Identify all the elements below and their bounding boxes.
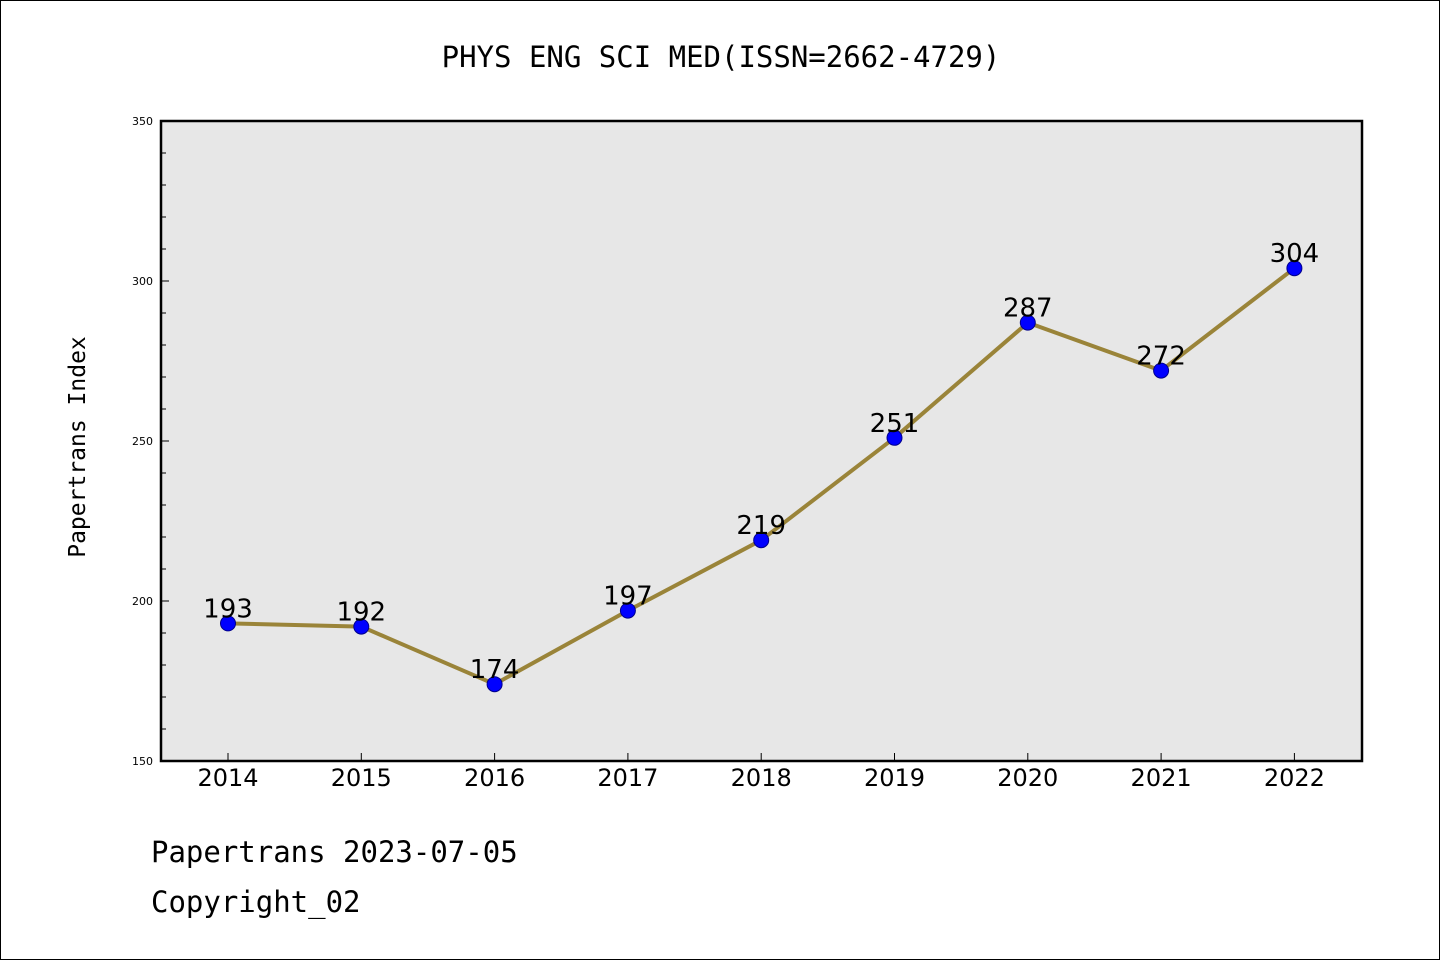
data-point [619, 602, 636, 619]
y-tick-label: 200 [132, 595, 153, 608]
data-label: 272 [1136, 342, 1186, 372]
data-labels: 193 192 174 197 219 251 287 272 304 [203, 239, 1319, 685]
data-label: 197 [603, 582, 653, 612]
data-point [1286, 260, 1303, 277]
y-tick-label: 350 [132, 115, 153, 128]
data-point [753, 532, 770, 549]
y-tick-label: 250 [132, 435, 153, 448]
chart-title: PHYS ENG SCI MED(ISSN=2662-4729) [442, 40, 1001, 74]
y-tick-label: 300 [132, 275, 153, 288]
data-label: 304 [1270, 239, 1320, 269]
data-label: 193 [203, 594, 253, 624]
y-axis-label: Papertrans Index [65, 336, 91, 558]
x-tick-label: 2020 [997, 764, 1058, 792]
data-markers [220, 260, 1303, 693]
x-axis-ticks: 2014 2015 2016 2017 2018 2019 2020 2021 2022 [197, 753, 1325, 792]
x-tick-label: 2022 [1264, 764, 1325, 792]
x-tick-label: 2018 [731, 764, 792, 792]
data-label: 219 [736, 511, 786, 541]
plot-border [159, 119, 1364, 763]
x-tick-label: 2014 [197, 764, 258, 792]
data-label: 192 [336, 598, 386, 628]
data-label: 287 [1003, 294, 1053, 324]
data-point [486, 676, 503, 693]
x-tick-label: 2015 [331, 764, 392, 792]
footer-date: Papertrans 2023-07-05 [151, 835, 518, 869]
x-tick-label: 2019 [864, 764, 925, 792]
x-tick-label: 2016 [464, 764, 525, 792]
y-axis-ticks: 150 200 250 300 350 [132, 115, 169, 768]
plot-area [161, 121, 1362, 761]
data-label: 251 [870, 409, 920, 439]
y-tick-label: 150 [132, 755, 153, 768]
data-point [1153, 362, 1170, 379]
data-point [1019, 314, 1036, 331]
data-point [886, 429, 903, 446]
footer-copyright: Copyright_02 [151, 885, 361, 919]
data-point [220, 615, 236, 632]
data-label: 174 [470, 655, 520, 685]
data-point [353, 618, 370, 635]
x-tick-label: 2021 [1131, 764, 1192, 792]
x-tick-label: 2017 [597, 764, 658, 792]
